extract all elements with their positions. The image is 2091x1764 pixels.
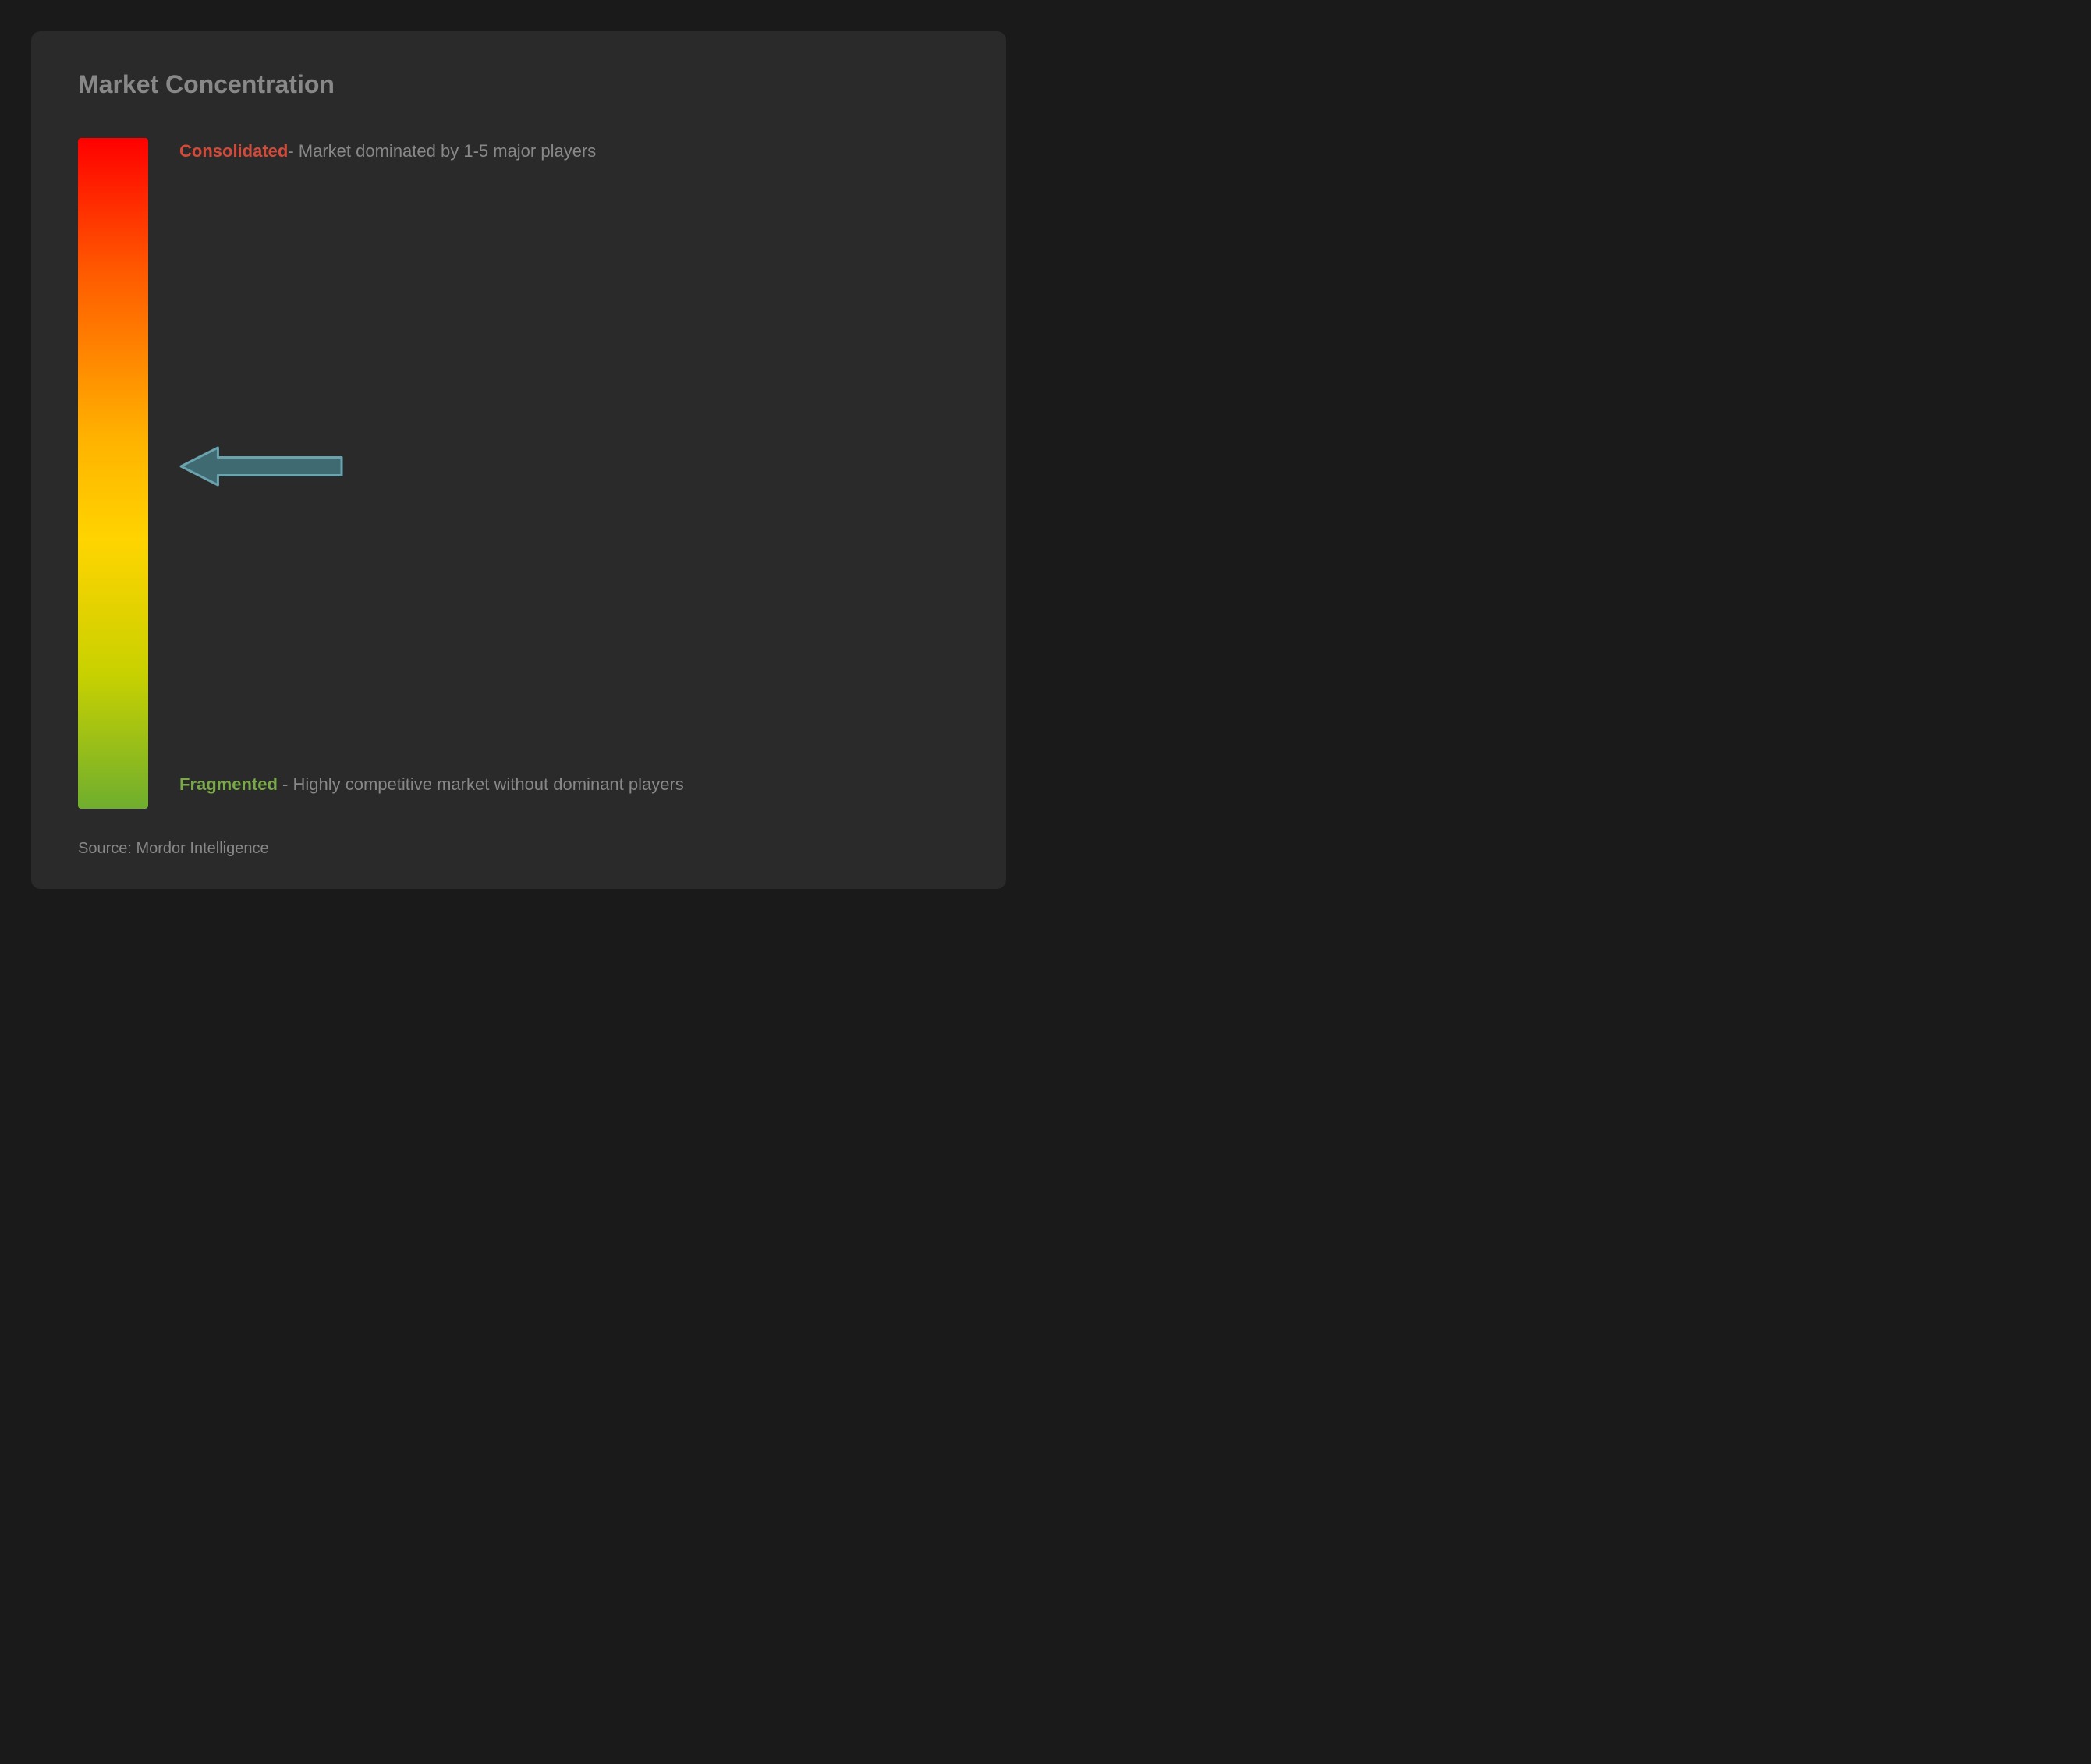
labels-column: Consolidated- Market dominated by 1-5 ma… bbox=[179, 138, 959, 809]
consolidated-label: Consolidated- Market dominated by 1-5 ma… bbox=[179, 138, 959, 164]
source-line: Source: Mordor Intelligence bbox=[78, 840, 959, 858]
position-indicator bbox=[179, 446, 343, 487]
fragmented-term: Fragmented bbox=[179, 774, 278, 794]
chart-title: Market Concentration bbox=[78, 70, 959, 99]
source-prefix: Source: bbox=[78, 840, 136, 857]
arrow-left-icon bbox=[179, 446, 343, 487]
consolidated-term: Consolidated bbox=[179, 141, 288, 161]
chart-area: Consolidated- Market dominated by 1-5 ma… bbox=[78, 138, 959, 809]
concentration-gradient-bar bbox=[78, 138, 148, 809]
fragmented-desc: - Highly competitive market without domi… bbox=[278, 774, 684, 794]
consolidated-desc: - Market dominated by 1-5 major players bbox=[288, 141, 596, 161]
source-name: Mordor Intelligence bbox=[136, 840, 268, 857]
fragmented-label: Fragmented - Highly competitive market w… bbox=[179, 768, 959, 801]
market-concentration-card: Market Concentration Consolidated- Marke… bbox=[31, 31, 1006, 889]
